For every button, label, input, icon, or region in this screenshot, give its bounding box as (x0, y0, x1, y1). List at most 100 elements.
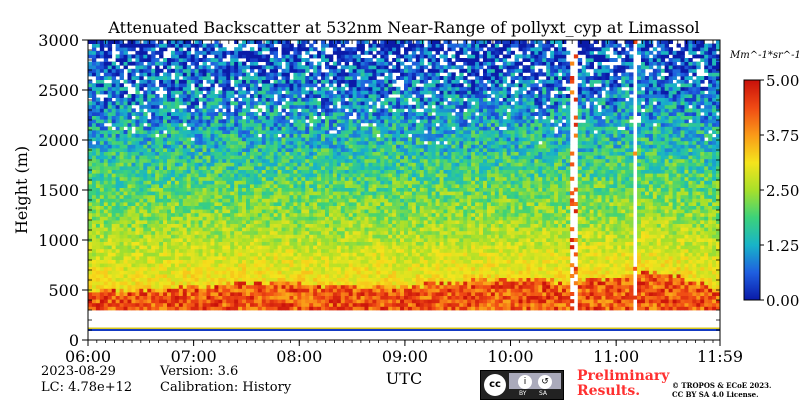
heatmap-cell (88, 86, 93, 91)
heatmap-cell (230, 58, 235, 62)
heatmap-cell (301, 83, 306, 88)
heatmap-cell (115, 248, 120, 253)
heatmap-cell (135, 270, 140, 275)
heatmap-cell (111, 122, 117, 127)
heatmap-cell (344, 58, 350, 62)
heatmap-cell (293, 230, 298, 235)
heatmap-cell (194, 227, 199, 232)
heatmap-cell (127, 101, 132, 106)
heatmap-cell (88, 284, 93, 289)
heatmap-cell (344, 230, 350, 235)
heatmap-cell (186, 198, 192, 203)
heatmap-cell (265, 277, 271, 282)
heatmap-cell (321, 216, 326, 221)
heatmap-cell (103, 292, 109, 296)
heatmap-cell (273, 65, 278, 70)
heatmap-cell (253, 151, 259, 156)
heatmap-cell (186, 76, 192, 80)
heatmap-cell (115, 115, 120, 120)
heatmap-cell (159, 220, 164, 224)
heatmap-cell (182, 144, 188, 149)
heatmap-cell (265, 173, 271, 178)
heatmap-cell (344, 184, 350, 188)
heatmap-cell (111, 119, 117, 124)
heatmap-cell (182, 234, 188, 239)
heatmap-cell (218, 241, 223, 246)
heatmap-cell (218, 47, 223, 52)
heatmap-cell (253, 194, 259, 199)
heatmap-cell (273, 90, 278, 95)
heatmap-cell (135, 137, 140, 142)
heatmap-cell (119, 173, 124, 178)
heatmap-cell (190, 43, 196, 48)
heatmap-cell (163, 202, 168, 206)
heatmap-cell (328, 180, 334, 185)
heatmap-cell (139, 133, 144, 138)
heatmap-cell (356, 58, 361, 62)
heatmap-cell (143, 83, 148, 88)
heatmap-cell (364, 284, 369, 289)
heatmap-cell (155, 198, 160, 203)
heatmap-cell (190, 130, 196, 134)
heatmap-cell (289, 144, 294, 149)
heatmap-cell (202, 72, 207, 77)
heatmap-cell (91, 130, 97, 134)
heatmap-cell (230, 187, 235, 192)
heatmap-cell (214, 209, 219, 214)
heatmap-cell (321, 180, 326, 185)
heatmap-cell (222, 158, 227, 163)
heatmap-cell (332, 266, 338, 271)
heatmap-cell (313, 176, 318, 181)
heatmap-cell (364, 274, 369, 278)
heatmap-cell (135, 126, 140, 131)
heatmap-cell (265, 284, 271, 289)
heatmap-cell (178, 158, 184, 163)
heatmap-cell (261, 245, 267, 250)
heatmap-cell (246, 166, 251, 170)
heatmap-cell (115, 288, 120, 293)
heatmap-cell (99, 256, 105, 260)
heatmap-cell (218, 101, 223, 106)
heatmap-cell (99, 216, 105, 221)
heatmap-cell (178, 97, 184, 102)
heatmap-cell (151, 281, 156, 286)
heatmap-cell (289, 140, 294, 145)
heatmap-cell (325, 61, 330, 66)
heatmap-cell (174, 79, 180, 84)
heatmap-cell (143, 90, 148, 95)
heatmap-cell (238, 248, 243, 253)
heatmap-cell (336, 173, 342, 178)
heatmap-cell (238, 198, 243, 203)
heatmap-cell (238, 79, 243, 84)
heatmap-cell (155, 281, 160, 286)
heatmap-cell (123, 274, 128, 278)
heatmap-cell (111, 148, 117, 152)
heatmap-cell (360, 65, 365, 70)
heatmap-cell (194, 112, 199, 116)
heatmap-cell (293, 65, 298, 70)
heatmap-cell (174, 40, 180, 44)
heatmap-cell (123, 227, 128, 232)
heatmap-cell (167, 61, 172, 66)
heatmap-cell (210, 295, 215, 300)
heatmap-cell (210, 158, 215, 163)
heatmap-cell (135, 205, 140, 210)
heatmap-cell (222, 205, 227, 210)
heatmap-cell (332, 43, 338, 48)
heatmap-cell (305, 180, 310, 185)
heatmap-cell (123, 187, 128, 192)
heatmap-cell (222, 245, 227, 250)
heatmap-cell (360, 104, 365, 109)
heatmap-cell (336, 270, 342, 275)
heatmap-cell (281, 223, 286, 228)
heatmap-cell (273, 205, 278, 210)
heatmap-cell (336, 266, 342, 271)
heatmap-cell (257, 122, 263, 127)
heatmap-cell (194, 292, 199, 296)
heatmap-cell (285, 54, 290, 59)
heatmap-cell (352, 209, 357, 214)
heatmap-cell (210, 151, 215, 156)
heatmap-cell (186, 97, 192, 102)
heatmap-cell (95, 205, 101, 210)
heatmap-cell (143, 119, 148, 124)
